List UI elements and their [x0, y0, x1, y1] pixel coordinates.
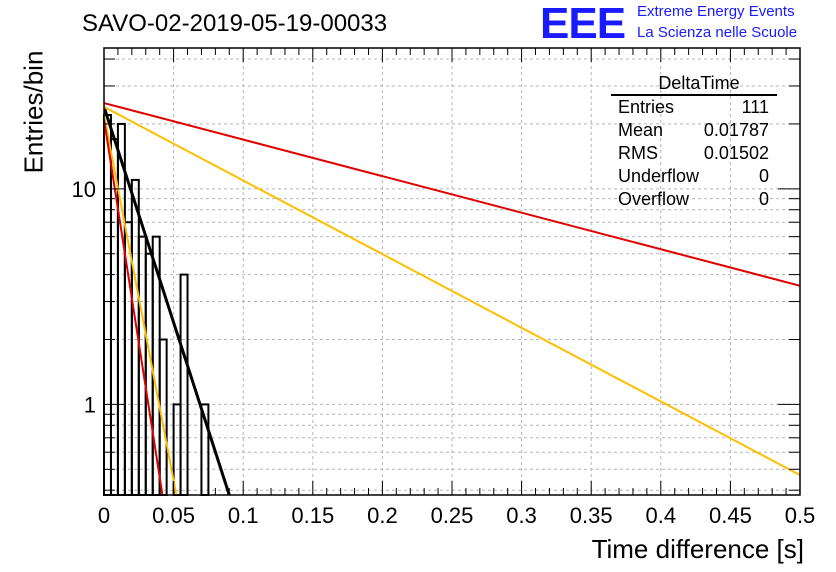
fit-curve	[104, 105, 800, 476]
stat-value: 0	[758, 189, 769, 209]
x-tick-label: 0.35	[570, 503, 613, 528]
stats-box: DeltaTime Entries 111 Mean 0.01787 RMS 0…	[611, 72, 777, 211]
chart-title: SAVO-02-2019-05-19-00033	[82, 10, 388, 37]
grid	[104, 48, 800, 495]
eee-logo: EEE	[540, 0, 626, 48]
fit-curve	[104, 106, 231, 495]
fit-curve	[104, 114, 178, 495]
x-tick-label: 0.05	[152, 503, 195, 528]
x-tick-label: 0	[98, 503, 110, 528]
stat-row-entries: Entries 111	[611, 96, 777, 119]
stat-label: Mean	[618, 120, 664, 140]
x-tick-label: 0.3	[506, 503, 537, 528]
stat-label: Underflow	[618, 166, 700, 186]
axis-ticks	[103, 48, 801, 495]
stat-row-underflow: Underflow 0	[611, 165, 777, 188]
x-tick-label: 0.1	[228, 503, 259, 528]
logo-tagline-2: La Scienza nelle Scuole	[637, 24, 798, 41]
stat-label: Entries	[618, 97, 675, 117]
stat-row-mean: Mean 0.01787	[611, 119, 777, 142]
stat-label: Overflow	[618, 189, 690, 209]
x-tick-label: 0.45	[709, 503, 752, 528]
stats-title: DeltaTime	[611, 72, 777, 96]
x-axis-label: Time difference [s]	[591, 534, 804, 564]
stat-value: 0.01502	[703, 143, 769, 163]
histogram-bin	[179, 273, 189, 497]
x-tick-label: 0.2	[367, 503, 398, 528]
histogram-bin	[144, 252, 154, 496]
y-axis-label: Entries/bin	[18, 50, 49, 174]
stat-value: 0.01787	[703, 120, 769, 140]
logo-tagline-1: Extreme Energy Events	[637, 3, 795, 20]
stat-value: 111	[741, 97, 769, 117]
stat-label: RMS	[618, 143, 658, 163]
histogram-bin	[116, 122, 126, 497]
fit-curve	[104, 119, 164, 495]
fit-curve	[104, 102, 800, 287]
stat-value: 0	[758, 166, 769, 186]
stat-row-overflow: Overflow 0	[611, 188, 777, 211]
fit-curves	[104, 102, 800, 495]
tick-labels: 0 0.05 0.1 0.15 0.2 0.25 0.3 0.35 0.4 0.45 0.5 1 10	[72, 177, 816, 528]
x-tick-label: 0.5	[785, 503, 816, 528]
x-tick-label: 0.15	[291, 503, 334, 528]
y-tick-label: 1	[84, 392, 96, 417]
x-tick-label: 0.4	[646, 503, 677, 528]
stat-row-rms: RMS 0.01502	[611, 142, 777, 165]
histogram	[103, 114, 210, 497]
y-tick-label: 10	[72, 177, 96, 202]
x-tick-label: 0.25	[431, 503, 474, 528]
